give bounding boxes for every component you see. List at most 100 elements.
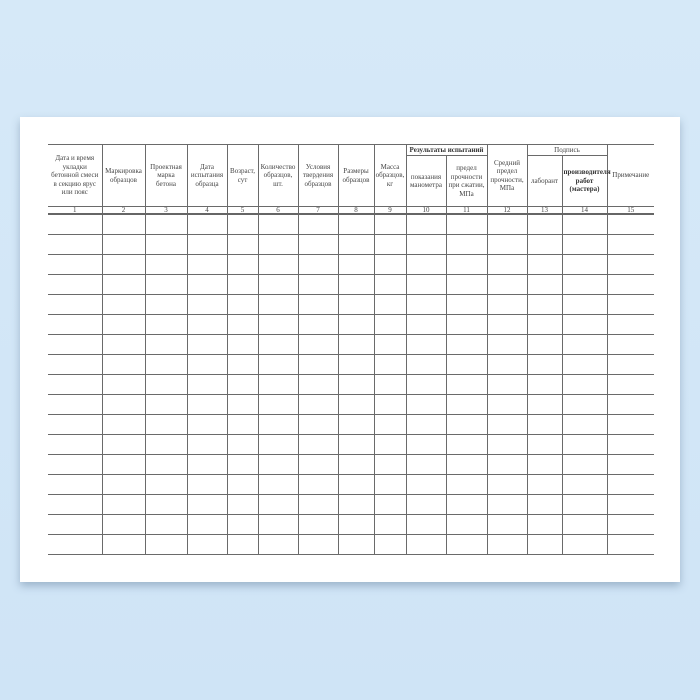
- table-cell[interactable]: [561, 274, 608, 295]
- table-cell[interactable]: [297, 454, 339, 475]
- table-cell[interactable]: [48, 394, 103, 415]
- table-cell[interactable]: [257, 534, 299, 555]
- table-cell[interactable]: [226, 334, 259, 355]
- table-cell[interactable]: [226, 454, 259, 475]
- table-cell[interactable]: [101, 334, 146, 355]
- table-cell[interactable]: [226, 254, 259, 275]
- table-cell[interactable]: [561, 213, 608, 235]
- table-cell[interactable]: [48, 534, 103, 555]
- table-cell[interactable]: [226, 474, 259, 495]
- table-cell[interactable]: [337, 274, 375, 295]
- table-cell[interactable]: [101, 534, 146, 555]
- table-cell[interactable]: [257, 274, 299, 295]
- table-cell[interactable]: [226, 274, 259, 295]
- table-cell[interactable]: [186, 494, 228, 515]
- table-cell[interactable]: [257, 334, 299, 355]
- table-cell[interactable]: [144, 494, 188, 515]
- table-cell[interactable]: [405, 454, 447, 475]
- table-cell[interactable]: [297, 334, 339, 355]
- table-cell[interactable]: [405, 414, 447, 435]
- table-cell[interactable]: [337, 454, 375, 475]
- table-cell[interactable]: [48, 474, 103, 495]
- table-cell[interactable]: [606, 394, 654, 415]
- table-cell[interactable]: [561, 474, 608, 495]
- table-cell[interactable]: [337, 213, 375, 235]
- table-cell[interactable]: [445, 514, 488, 535]
- table-cell[interactable]: [226, 394, 259, 415]
- table-cell[interactable]: [257, 474, 299, 495]
- table-cell[interactable]: [226, 234, 259, 255]
- table-cell[interactable]: [445, 254, 488, 275]
- table-cell[interactable]: [373, 213, 407, 235]
- table-cell[interactable]: [486, 254, 528, 275]
- table-cell[interactable]: [144, 294, 188, 315]
- table-cell[interactable]: [561, 234, 608, 255]
- table-cell[interactable]: [405, 354, 447, 375]
- table-cell[interactable]: [48, 434, 103, 455]
- table-cell[interactable]: [405, 254, 447, 275]
- table-cell[interactable]: [486, 534, 528, 555]
- table-cell[interactable]: [405, 434, 447, 455]
- table-cell[interactable]: [144, 474, 188, 495]
- table-cell[interactable]: [373, 534, 407, 555]
- table-cell[interactable]: [144, 334, 188, 355]
- table-cell[interactable]: [48, 414, 103, 435]
- table-cell[interactable]: [373, 274, 407, 295]
- table-cell[interactable]: [373, 374, 407, 395]
- table-cell[interactable]: [101, 254, 146, 275]
- table-cell[interactable]: [526, 414, 563, 435]
- table-cell[interactable]: [257, 514, 299, 535]
- table-cell[interactable]: [101, 414, 146, 435]
- table-cell[interactable]: [144, 434, 188, 455]
- table-cell[interactable]: [561, 514, 608, 535]
- table-cell[interactable]: [561, 414, 608, 435]
- table-cell[interactable]: [486, 374, 528, 395]
- table-cell[interactable]: [186, 274, 228, 295]
- table-cell[interactable]: [486, 294, 528, 315]
- table-cell[interactable]: [606, 213, 654, 235]
- table-cell[interactable]: [297, 534, 339, 555]
- table-cell[interactable]: [144, 314, 188, 335]
- table-cell[interactable]: [405, 514, 447, 535]
- table-cell[interactable]: [101, 274, 146, 295]
- table-cell[interactable]: [337, 374, 375, 395]
- table-cell[interactable]: [606, 514, 654, 535]
- table-cell[interactable]: [526, 274, 563, 295]
- table-cell[interactable]: [144, 234, 188, 255]
- table-cell[interactable]: [257, 314, 299, 335]
- table-cell[interactable]: [606, 234, 654, 255]
- table-cell[interactable]: [337, 294, 375, 315]
- table-cell[interactable]: [606, 474, 654, 495]
- table-cell[interactable]: [445, 434, 488, 455]
- table-cell[interactable]: [526, 534, 563, 555]
- table-cell[interactable]: [373, 354, 407, 375]
- table-cell[interactable]: [606, 494, 654, 515]
- table-cell[interactable]: [486, 354, 528, 375]
- table-cell[interactable]: [561, 314, 608, 335]
- table-cell[interactable]: [144, 254, 188, 275]
- table-cell[interactable]: [186, 254, 228, 275]
- table-cell[interactable]: [297, 414, 339, 435]
- table-cell[interactable]: [486, 474, 528, 495]
- table-cell[interactable]: [144, 354, 188, 375]
- table-cell[interactable]: [445, 234, 488, 255]
- table-cell[interactable]: [526, 454, 563, 475]
- table-cell[interactable]: [561, 334, 608, 355]
- table-cell[interactable]: [373, 454, 407, 475]
- table-cell[interactable]: [445, 414, 488, 435]
- table-cell[interactable]: [486, 314, 528, 335]
- table-cell[interactable]: [606, 454, 654, 475]
- table-cell[interactable]: [257, 294, 299, 315]
- table-cell[interactable]: [48, 454, 103, 475]
- table-cell[interactable]: [297, 274, 339, 295]
- table-cell[interactable]: [373, 254, 407, 275]
- table-cell[interactable]: [405, 294, 447, 315]
- table-cell[interactable]: [297, 374, 339, 395]
- table-cell[interactable]: [226, 314, 259, 335]
- table-cell[interactable]: [257, 213, 299, 235]
- table-cell[interactable]: [526, 254, 563, 275]
- table-cell[interactable]: [445, 334, 488, 355]
- table-cell[interactable]: [337, 354, 375, 375]
- table-cell[interactable]: [226, 434, 259, 455]
- table-cell[interactable]: [186, 354, 228, 375]
